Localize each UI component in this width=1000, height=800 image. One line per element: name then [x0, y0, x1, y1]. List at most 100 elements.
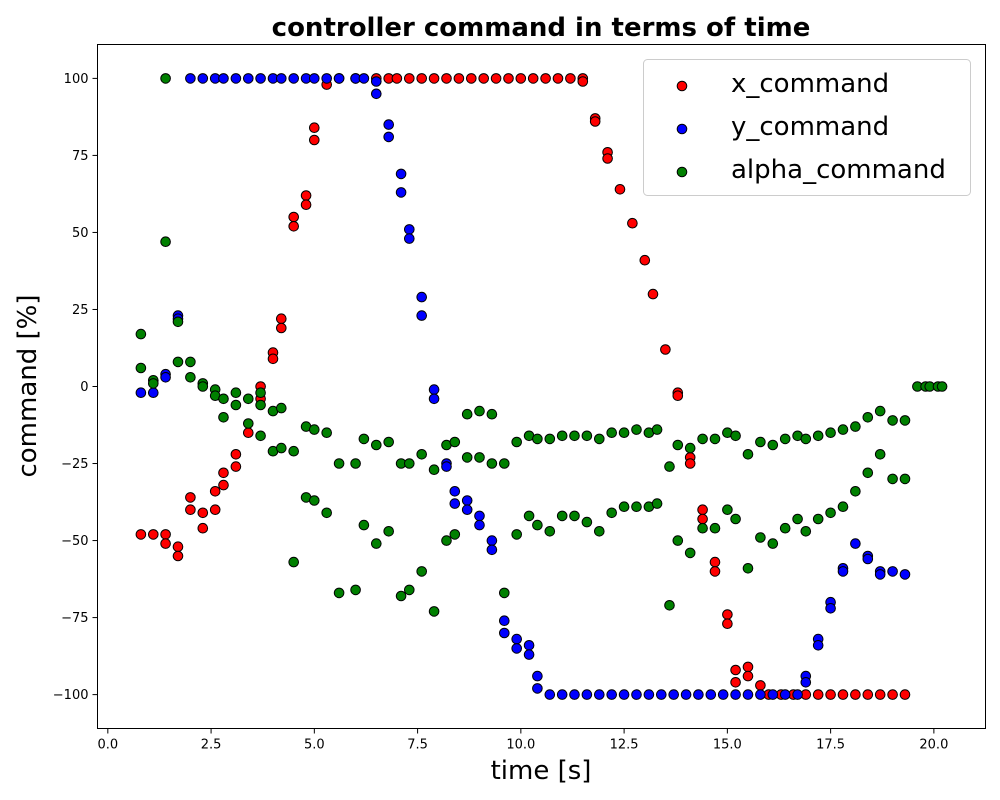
data-point	[160, 529, 171, 540]
data-point	[172, 316, 184, 328]
data-point	[618, 427, 630, 439]
data-point	[511, 633, 523, 645]
data-point	[850, 689, 861, 700]
data-point	[160, 73, 171, 84]
data-point	[594, 689, 605, 700]
data-point	[474, 452, 485, 463]
data-point	[300, 199, 312, 210]
data-point	[722, 618, 733, 630]
data-point	[800, 677, 812, 688]
data-point	[333, 587, 345, 599]
data-point	[395, 590, 407, 602]
data-point	[523, 649, 535, 660]
data-point	[416, 449, 428, 460]
data-point	[197, 381, 209, 392]
x-axis-ticks: 0.0 2.5 5.0 7.5 10.0 12.5 15.0 17.5 20.0	[97, 728, 948, 753]
data-point	[631, 689, 642, 700]
data-point	[160, 236, 171, 247]
data-point	[499, 458, 510, 469]
data-point	[255, 399, 266, 411]
x-tick-label: 2.5	[201, 738, 222, 753]
data-point	[371, 538, 382, 549]
y-tick-label: −75	[61, 611, 88, 626]
data-point	[358, 73, 370, 84]
data-point	[288, 73, 300, 84]
data-point	[874, 569, 886, 580]
data-point	[705, 689, 717, 700]
data-point	[515, 73, 527, 84]
data-point	[697, 504, 708, 516]
data-point	[172, 541, 184, 553]
data-point	[767, 538, 779, 549]
data-point	[276, 442, 287, 454]
data-point	[606, 427, 618, 439]
data-point	[523, 510, 535, 522]
data-point	[321, 73, 333, 84]
data-point	[651, 498, 663, 509]
data-point	[243, 418, 254, 429]
data-point	[680, 689, 692, 700]
data-point	[441, 535, 452, 546]
data-point	[255, 73, 266, 84]
legend-marker-alpha-command	[676, 166, 688, 178]
data-point	[755, 532, 766, 543]
data-point	[697, 513, 708, 525]
data-point	[594, 433, 605, 445]
data-point	[486, 458, 498, 469]
series-alpha-command	[135, 73, 948, 617]
data-point	[218, 412, 229, 423]
data-point	[148, 529, 159, 540]
data-point	[755, 436, 766, 448]
data-point	[697, 522, 708, 534]
data-point	[230, 449, 242, 460]
data-point	[594, 526, 605, 537]
data-point	[499, 615, 510, 627]
data-point	[581, 516, 593, 528]
data-point	[544, 689, 556, 700]
data-point	[709, 433, 721, 445]
data-point	[441, 461, 452, 472]
y-tick-label: −100	[53, 688, 89, 703]
data-point	[874, 689, 886, 700]
legend: x_command y_command alpha_command	[643, 59, 971, 196]
data-point	[185, 372, 196, 383]
data-point	[309, 134, 320, 146]
data-point	[358, 519, 370, 531]
data-point	[511, 529, 523, 540]
data-point	[643, 689, 655, 700]
data-point	[371, 439, 382, 451]
data-point	[449, 529, 461, 540]
y-tick-label: 100	[64, 72, 89, 87]
data-point	[404, 584, 415, 596]
data-point	[441, 73, 452, 84]
data-point	[404, 458, 415, 469]
data-point	[230, 387, 242, 399]
data-point	[449, 436, 461, 448]
data-point	[887, 415, 898, 426]
data-point	[730, 677, 741, 688]
data-point	[404, 73, 415, 84]
data-point	[428, 384, 440, 395]
data-point	[197, 522, 209, 534]
data-point	[503, 73, 514, 84]
data-point	[862, 467, 874, 479]
data-point	[792, 513, 803, 525]
data-point	[288, 211, 300, 223]
data-point	[742, 563, 754, 574]
data-point	[453, 73, 465, 84]
data-point	[383, 131, 395, 143]
data-point	[618, 501, 630, 513]
y-tick-label: 75	[72, 149, 89, 164]
x-tick-label: 5.0	[304, 738, 325, 753]
data-point	[812, 513, 824, 525]
data-point	[395, 168, 407, 180]
data-point	[532, 433, 543, 445]
data-point	[474, 519, 485, 531]
data-point	[697, 433, 708, 445]
data-point	[631, 501, 642, 513]
data-point	[276, 73, 287, 84]
data-point	[350, 584, 361, 596]
data-point	[684, 442, 696, 454]
data-point	[309, 424, 320, 435]
x-tick-label: 15.0	[713, 738, 742, 753]
